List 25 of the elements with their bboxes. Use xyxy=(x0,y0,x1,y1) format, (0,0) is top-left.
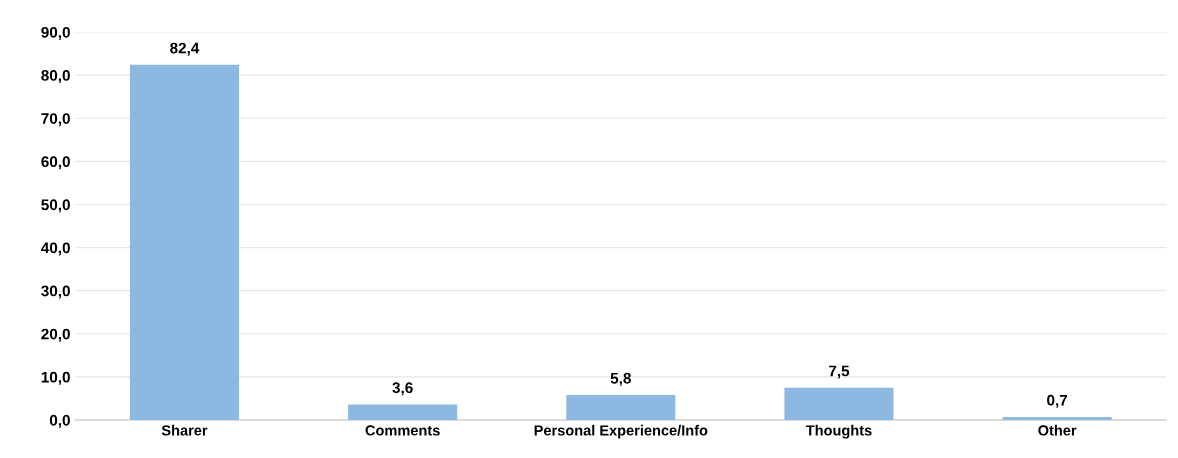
x-tick-label: Other xyxy=(1038,424,1077,436)
data-label: 0,7 xyxy=(1047,394,1068,408)
x-tick-label: Sharer xyxy=(161,424,208,436)
x-tick-label: Personal Experience/Info xyxy=(534,424,708,439)
x-tick-label: Thoughts xyxy=(805,424,872,439)
bar xyxy=(566,394,676,420)
y-tick-label: 0,0 xyxy=(49,414,70,428)
bar xyxy=(784,387,894,420)
y-tick-label: 70,0 xyxy=(41,113,70,127)
data-label: 3,6 xyxy=(392,382,413,396)
data-label: 5,8 xyxy=(610,372,631,386)
y-tick-label: 20,0 xyxy=(41,328,70,342)
y-tick-label: 80,0 xyxy=(41,70,70,84)
y-tick-label: 60,0 xyxy=(41,156,70,170)
bar xyxy=(1002,416,1112,420)
bar xyxy=(348,404,458,420)
bar xyxy=(129,64,240,420)
y-tick-label: 10,0 xyxy=(41,371,70,385)
data-label: 82,4 xyxy=(170,42,200,56)
data-label: 7,5 xyxy=(829,365,850,379)
y-tick-label: 50,0 xyxy=(41,199,70,213)
y-tick-label: 40,0 xyxy=(41,242,70,256)
y-tick-label: 30,0 xyxy=(41,285,70,299)
y-tick-label: 90,0 xyxy=(41,26,70,40)
x-tick-label: Comments xyxy=(365,425,440,436)
